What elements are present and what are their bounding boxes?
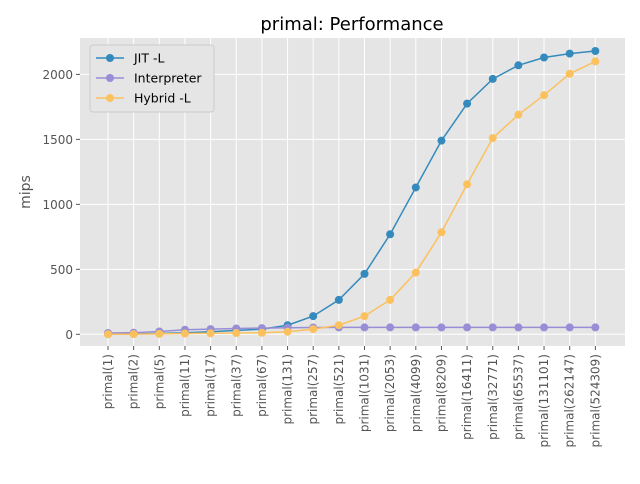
x-tick-label: primal(11) — [178, 354, 192, 417]
x-tick-label: primal(2053) — [383, 354, 397, 432]
x-tick-label: primal(65537) — [511, 354, 525, 440]
data-point — [129, 330, 138, 339]
data-point — [488, 74, 497, 83]
data-point — [411, 323, 420, 332]
series-line — [107, 326, 596, 334]
data-point — [488, 323, 497, 332]
data-point — [540, 53, 549, 62]
data-point — [514, 323, 523, 332]
y-tick-label: 0 — [65, 328, 73, 342]
x-tick-label: primal(524309) — [588, 354, 602, 447]
data-point — [309, 312, 318, 321]
data-point — [437, 323, 446, 332]
data-point — [591, 46, 600, 55]
y-axis-ticks: 0 500 1000 1500 2000 — [42, 68, 80, 342]
data-point — [334, 295, 343, 304]
data-point — [437, 228, 446, 237]
series-layer — [104, 46, 600, 339]
series-line — [107, 50, 596, 335]
data-point — [360, 323, 369, 332]
legend-label: Interpreter — [134, 71, 202, 86]
data-point — [232, 329, 241, 338]
data-point — [591, 323, 600, 332]
data-point — [386, 323, 395, 332]
x-tick-label: primal(2) — [127, 354, 141, 409]
legend-label: JIT -L — [133, 51, 164, 66]
data-point — [463, 180, 472, 189]
x-tick-label: primal(4099) — [409, 354, 423, 432]
data-point — [155, 329, 164, 338]
legend-marker — [106, 74, 114, 82]
data-point — [180, 329, 189, 338]
data-point — [309, 325, 318, 334]
data-point — [565, 69, 574, 78]
x-tick-label: primal(67) — [255, 354, 269, 417]
chart-title: primal: Performance — [260, 14, 443, 35]
series-line — [107, 60, 596, 336]
y-tick-label: 500 — [50, 263, 73, 277]
x-tick-label: primal(17) — [204, 354, 218, 417]
data-point — [334, 321, 343, 330]
data-point — [514, 61, 523, 70]
data-point — [463, 323, 472, 332]
x-tick-label: primal(1031) — [358, 354, 372, 432]
legend-frame — [89, 44, 215, 113]
data-point — [257, 328, 266, 337]
data-point — [104, 330, 112, 339]
data-point — [463, 99, 472, 108]
x-tick-label: primal(521) — [332, 354, 346, 425]
y-tick-label: 1500 — [42, 133, 73, 147]
data-point — [540, 91, 549, 100]
data-point — [565, 49, 574, 58]
data-point — [360, 269, 369, 278]
y-tick-label: 2000 — [42, 68, 73, 82]
series-hybrid-l — [104, 57, 600, 339]
data-point — [591, 57, 600, 66]
x-tick-label: primal(32771) — [486, 354, 500, 440]
x-tick-label: primal(8209) — [434, 354, 448, 432]
data-point — [565, 323, 574, 332]
data-point — [411, 268, 420, 277]
x-tick-label: primal(131) — [281, 354, 295, 425]
x-tick-label: primal(131101) — [537, 354, 551, 447]
y-tick-label: 1000 — [42, 198, 73, 212]
y-axis-label: mips — [18, 175, 34, 209]
x-tick-label: primal(1) — [101, 354, 115, 409]
legend-label: Hybrid -L — [134, 91, 191, 106]
x-tick-label: primal(257) — [306, 354, 320, 425]
data-point — [488, 134, 497, 143]
legend-marker — [106, 94, 114, 102]
x-tick-label: primal(16411) — [460, 354, 474, 440]
legend-marker — [106, 54, 114, 62]
data-point — [411, 183, 420, 192]
data-point — [386, 230, 395, 239]
legend: JIT -L Interpreter Hybrid -L — [89, 44, 215, 113]
x-tick-label: primal(5) — [152, 354, 166, 409]
data-point — [206, 329, 215, 338]
x-tick-label: primal(37) — [229, 354, 243, 417]
data-point — [540, 323, 549, 332]
data-point — [437, 136, 446, 145]
data-point — [514, 110, 523, 119]
x-tick-label: primal(262147) — [563, 354, 577, 447]
x-axis-ticks: primal(1) primal(2) primal(5) primal(11) pri… — [101, 346, 602, 447]
data-point — [386, 295, 395, 304]
data-point — [360, 312, 369, 321]
data-point — [283, 327, 292, 336]
